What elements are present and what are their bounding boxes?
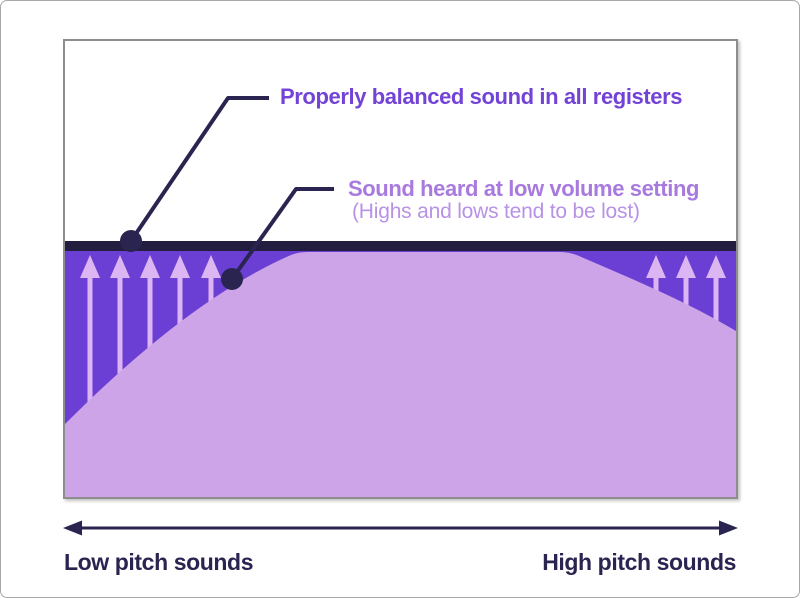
heard-sound-region — [65, 252, 736, 497]
balanced-sound-line — [65, 241, 736, 251]
left-arrowhead-icon — [63, 520, 82, 536]
balanced-sound-label: Properly balanced sound in all registers — [280, 84, 683, 109]
balanced-callout-dot — [120, 230, 142, 252]
high-pitch-label: High pitch sounds — [542, 549, 736, 575]
low-volume-note: (Highs and lows tend to be lost) — [352, 200, 640, 223]
low-volume-callout — [221, 187, 334, 290]
pitch-axis-arrow — [63, 520, 738, 536]
balanced-callout — [120, 96, 269, 252]
balanced-callout-line — [129, 96, 269, 243]
frequency-response-diagram — [65, 96, 736, 497]
low-volume-callout-line — [230, 187, 334, 281]
low-volume-label: Sound heard at low volume setting — [348, 176, 700, 201]
low-pitch-label: Low pitch sounds — [64, 549, 254, 575]
low-volume-callout-dot — [221, 268, 243, 290]
right-arrowhead-icon — [719, 520, 738, 536]
diagram-frame — [63, 39, 738, 499]
